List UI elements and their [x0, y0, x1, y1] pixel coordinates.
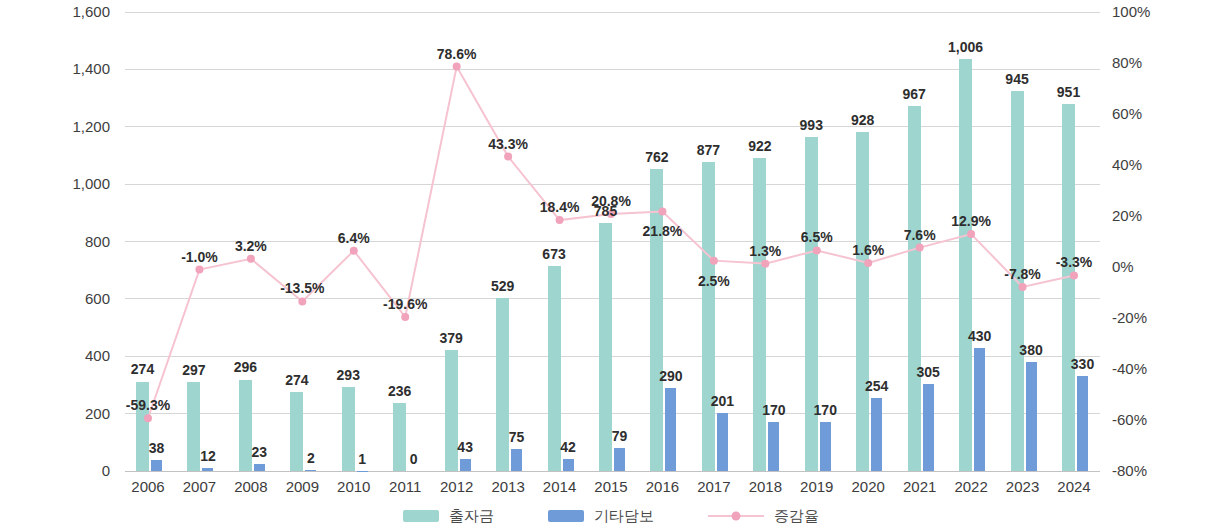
right-axis: 100%80%60%40%20%0%-20%-40%-60%-80%: [1112, 12, 1182, 471]
rate-value-label: 3.2%: [216, 238, 286, 254]
capital-value-label: 928: [828, 112, 898, 128]
rate-marker: [864, 259, 872, 267]
x-axis-tick: 2024: [1043, 477, 1105, 497]
left-axis-tick: 1,000: [0, 175, 110, 193]
capital-bar-swatch-icon: [403, 510, 439, 522]
capital-value-label: 673: [519, 246, 589, 262]
left-axis-tick: 1,600: [0, 3, 110, 21]
right-axis-tick: 100%: [1112, 3, 1182, 21]
legend-label-capital: 출자금: [449, 507, 494, 526]
capital-value-label: 236: [365, 383, 435, 399]
rate-marker: [350, 247, 358, 255]
rate-value-label: 1.6%: [833, 242, 903, 258]
rate-marker: [710, 257, 718, 265]
legend-item-rate: 증감율: [708, 507, 819, 526]
collateral-value-label: 330: [1048, 356, 1118, 372]
rate-value-label: -19.6%: [370, 296, 440, 312]
capital-value-label: 967: [879, 86, 949, 102]
collateral-value-label: 305: [893, 364, 963, 380]
collateral-value-label: 79: [585, 428, 655, 444]
plot-area: 2743829712296232742293123603794352975673…: [125, 12, 1100, 471]
rate-value-label: -3.3%: [1039, 254, 1109, 270]
capital-value-label: 529: [468, 278, 538, 294]
left-axis-tick: 1,200: [0, 118, 110, 136]
rate-marker: [144, 414, 152, 422]
right-axis-tick: -40%: [1112, 360, 1182, 378]
capital-value-label: 293: [313, 367, 383, 383]
x-axis: 2006200720082009201020112012201320142015…: [0, 477, 1222, 497]
rate-marker: [556, 216, 564, 224]
rate-marker: [1070, 271, 1078, 279]
rate-marker: [401, 313, 409, 321]
legend-label-collateral: 기타담보: [594, 507, 654, 526]
rate-value-label: -59.3%: [113, 397, 183, 413]
left-axis-tick: 600: [0, 290, 110, 308]
left-axis-tick: 200: [0, 405, 110, 423]
rate-value-label: 2.5%: [679, 273, 749, 289]
rate-marker: [247, 255, 255, 263]
rate-marker: [298, 297, 306, 305]
collateral-value-label: 290: [636, 368, 706, 384]
right-axis-tick: 40%: [1112, 156, 1182, 174]
rate-marker: [453, 63, 461, 71]
combo-chart: 1,6001,4001,2001,0008006004002000 100%80…: [0, 0, 1222, 531]
rate-value-label: 20.8%: [576, 193, 646, 209]
capital-value-label: 1,006: [931, 39, 1001, 55]
right-axis-tick: 60%: [1112, 105, 1182, 123]
right-axis-tick: 80%: [1112, 54, 1182, 72]
collateral-value-label: 170: [790, 402, 860, 418]
rate-marker: [967, 230, 975, 238]
legend-item-capital: 출자금: [403, 507, 494, 526]
rate-value-label: 43.3%: [473, 136, 543, 152]
rate-marker: [761, 260, 769, 268]
rate-line-swatch-icon: [708, 510, 764, 522]
rate-marker: [658, 207, 666, 215]
rate-value-label: 6.4%: [319, 230, 389, 246]
right-axis-tick: -60%: [1112, 411, 1182, 429]
rate-marker: [504, 153, 512, 161]
rate-marker: [1019, 283, 1027, 291]
left-axis-tick: 400: [0, 347, 110, 365]
legend: 출자금 기타담보 증감율: [0, 504, 1222, 528]
right-axis-tick: 20%: [1112, 207, 1182, 225]
capital-value-label: 379: [416, 330, 486, 346]
rate-marker: [916, 244, 924, 252]
rate-marker: [195, 266, 203, 274]
capital-value-label: 951: [1034, 84, 1104, 100]
collateral-value-label: 254: [842, 378, 912, 394]
legend-item-collateral: 기타담보: [548, 507, 654, 526]
rate-value-label: 12.9%: [936, 213, 1006, 229]
right-axis-tick: -20%: [1112, 309, 1182, 327]
legend-label-rate: 증감율: [774, 507, 819, 526]
collateral-bar-swatch-icon: [548, 510, 584, 522]
left-axis-tick: 1,400: [0, 60, 110, 78]
right-axis-tick: 0%: [1112, 258, 1182, 276]
rate-value-label: 78.6%: [422, 46, 492, 62]
rate-value-label: 21.8%: [627, 223, 697, 239]
capital-value-label: 922: [725, 138, 795, 154]
left-axis: 1,6001,4001,2001,0008006004002000: [0, 12, 110, 471]
left-axis-tick: 800: [0, 233, 110, 251]
rate-value-label: -13.5%: [267, 280, 337, 296]
rate-marker: [813, 246, 821, 254]
